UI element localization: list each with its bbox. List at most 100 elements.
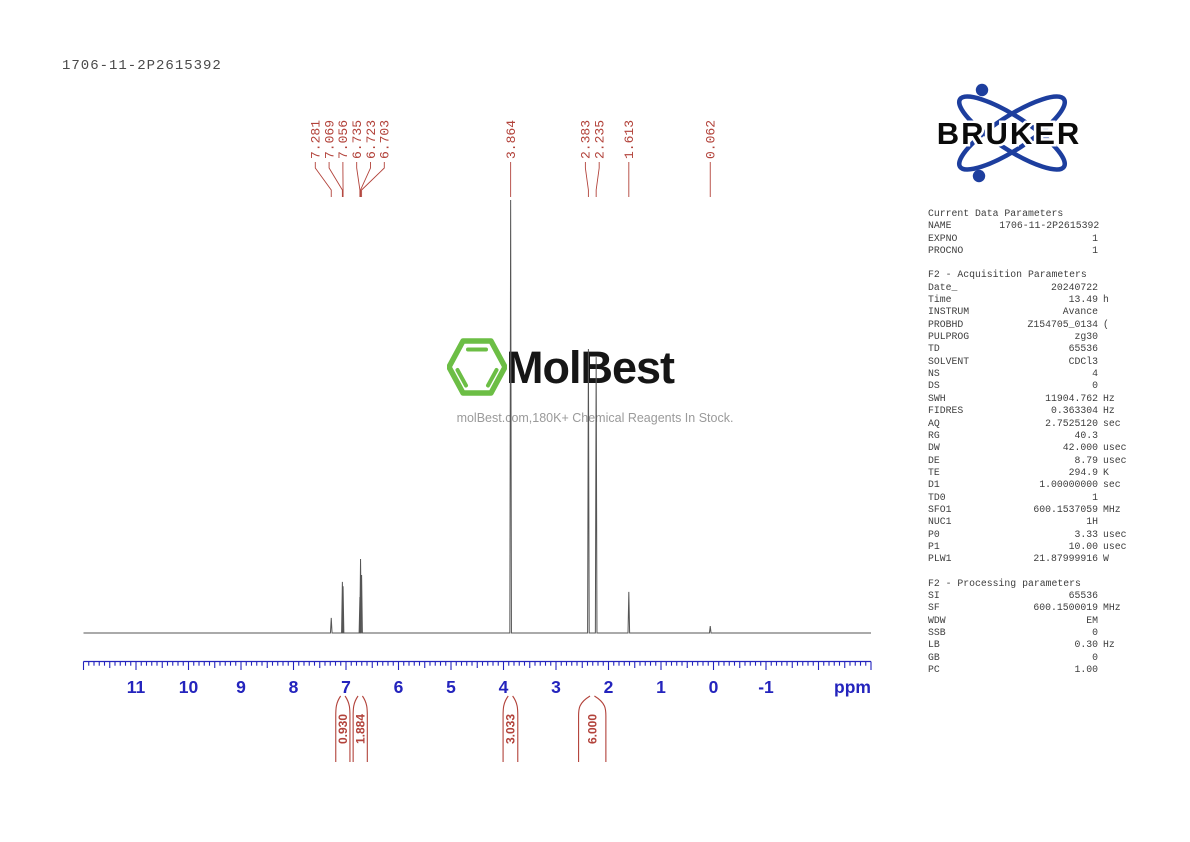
- param-value: 0.363304: [1050, 405, 1098, 417]
- param-row: TE 294.9 K: [928, 467, 1136, 479]
- param-row: P0 3.33 usec: [928, 529, 1136, 541]
- param-value: 1: [1092, 232, 1098, 244]
- param-value: 1: [1092, 245, 1098, 257]
- param-row: PROCNO 1: [928, 245, 1136, 257]
- param-unit: W: [1103, 553, 1109, 565]
- param-row: SF 600.1500019 MHz: [928, 602, 1136, 614]
- param-value: zg30: [1074, 331, 1098, 343]
- peak-label-connector: [584, 162, 589, 197]
- integral-value: 0.930: [336, 714, 350, 744]
- axis-tick-label: 8: [289, 677, 299, 697]
- param-row: DW 42.000 usec: [928, 442, 1136, 454]
- param-unit: [1098, 627, 1136, 639]
- param-unit: [1098, 492, 1136, 504]
- param-value: 0.30: [1074, 639, 1098, 651]
- param-name: P0: [928, 528, 940, 540]
- param-name: WDW: [928, 614, 946, 626]
- param-value: 0: [1092, 627, 1098, 638]
- axis-tick-label: 3: [551, 677, 561, 697]
- param-unit: [1098, 343, 1136, 355]
- section-header: F2 - Acquisition Parameters: [928, 269, 1087, 281]
- param-row: PC 1.00: [928, 664, 1136, 676]
- param-name: NS: [928, 368, 940, 380]
- param-value: 1H: [1086, 516, 1098, 528]
- axis-tick-label: 9: [236, 677, 246, 697]
- param-unit: [1098, 664, 1136, 676]
- peak-shift-label: 7.281: [309, 120, 324, 159]
- param-unit: [1098, 380, 1136, 392]
- param-name: INSTRUM: [928, 306, 970, 318]
- param-row: RG 40.3: [928, 430, 1136, 442]
- integral-value: 3.033: [504, 714, 518, 744]
- param-value: Z154705_0134: [1027, 318, 1098, 330]
- peak-shift-label: 2.383: [579, 120, 594, 159]
- param-name: NAME: [928, 220, 952, 232]
- param-value: 11904.762: [1045, 392, 1098, 404]
- integral-value: 1.884: [354, 714, 368, 744]
- param-value: EM: [1086, 614, 1098, 626]
- param-value: 1.00: [1074, 664, 1098, 676]
- param-row: Date_ 20240722: [928, 282, 1136, 294]
- param-unit: [1098, 652, 1136, 664]
- peak-shift-label: 6.723: [364, 120, 379, 159]
- peak-label-connector: [360, 162, 371, 197]
- peak-label-connector: [356, 162, 361, 197]
- param-unit: [1098, 615, 1136, 627]
- integral-bracket: [335, 695, 351, 762]
- param-unit: [1098, 245, 1136, 257]
- param-row: D1 1.00000000 sec: [928, 479, 1136, 491]
- param-unit: MHz: [1103, 503, 1121, 515]
- param-unit: sec: [1103, 479, 1121, 491]
- bruker-logo: BRUKER: [934, 83, 1082, 183]
- param-name: PLW1: [928, 553, 952, 565]
- integral-bracket: [352, 695, 368, 762]
- param-unit: usec: [1103, 528, 1127, 540]
- param-row: PLW1 21.87999916 W: [928, 553, 1136, 565]
- param-row: TD 65536: [928, 343, 1136, 355]
- param-unit: MHz: [1103, 602, 1121, 614]
- integral-value: 6.000: [586, 714, 600, 744]
- sample-id-title: 1706-11-2P2615392: [62, 58, 222, 74]
- param-name: Time: [928, 294, 952, 306]
- param-name: PC: [928, 664, 940, 676]
- param-value: 10.00: [1068, 540, 1098, 552]
- param-unit: Hz: [1103, 405, 1115, 417]
- param-unit: (: [1103, 318, 1109, 330]
- integral-bracket: [502, 695, 519, 762]
- param-row: INSTRUM Avance: [928, 306, 1136, 318]
- peak-shift-label: 6.703: [378, 120, 393, 159]
- param-unit: [1098, 282, 1136, 294]
- param-value: 40.3: [1074, 429, 1098, 441]
- param-name: TD0: [928, 491, 946, 503]
- param-unit: [1098, 306, 1136, 318]
- param-unit: [1098, 368, 1136, 380]
- param-unit: [1098, 331, 1136, 343]
- integral-bracket: [578, 695, 607, 762]
- param-row: AQ 2.7525120 sec: [928, 418, 1136, 430]
- param-row: GB 0: [928, 652, 1136, 664]
- param-name: DE: [928, 454, 940, 466]
- parameters-section: Current Data Parameters NAME 1706-11-2P261…: [928, 208, 1136, 257]
- param-name: SFO1: [928, 503, 952, 515]
- param-name: TD: [928, 343, 940, 355]
- param-value: 8.79: [1074, 454, 1098, 466]
- spectrum-trace: [83, 199, 871, 634]
- param-value: Avance: [1062, 306, 1098, 318]
- peak-shift-label: 7.069: [322, 120, 337, 159]
- section-header: Current Data Parameters: [928, 208, 1064, 219]
- param-unit: usec: [1103, 454, 1127, 466]
- axis-tick-label: 10: [179, 677, 199, 697]
- param-value: 21.87999916: [1033, 553, 1098, 565]
- param-unit: K: [1103, 466, 1109, 478]
- param-value: 20240722: [1050, 281, 1098, 293]
- peak-shift-label: 7.056: [336, 120, 351, 159]
- integrals-group: 0.930 1.884 3.033 6.000: [335, 695, 607, 762]
- axis-tick-label: -1: [758, 677, 774, 697]
- param-row: LB 0.30 Hz: [928, 639, 1136, 651]
- peak-shift-label: 2.235: [592, 120, 607, 159]
- param-name: P1: [928, 540, 940, 552]
- param-name: DS: [928, 380, 940, 392]
- param-name: GB: [928, 651, 940, 663]
- param-unit: usec: [1103, 442, 1127, 454]
